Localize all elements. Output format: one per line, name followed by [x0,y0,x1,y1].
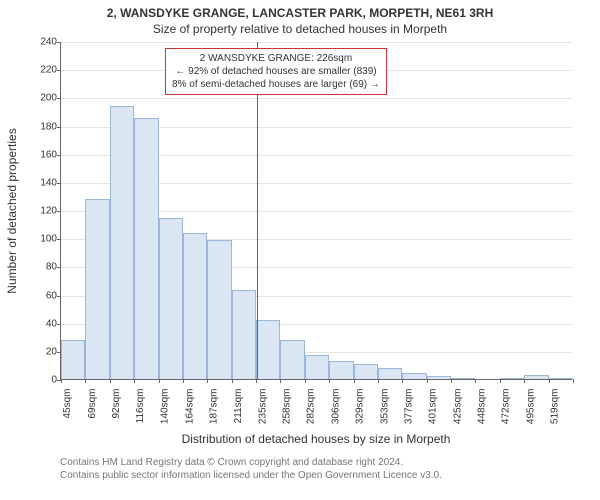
annotation-line: ← 92% of detached houses are smaller (83… [172,65,380,78]
x-tick-label: 282sqm [306,389,317,425]
x-tick-label: 258sqm [282,389,293,425]
y-tick-label: 200 [40,93,61,104]
histogram-bar [61,340,85,379]
x-tick-mark [305,379,306,383]
y-tick-label: 0 [51,375,61,386]
histogram-bar [354,364,378,379]
y-tick-label: 40 [46,318,61,329]
x-tick-label: 116sqm [135,389,146,424]
x-tick-mark [256,379,257,383]
chart-container: 2, WANSDYKE GRANGE, LANCASTER PARK, MORP… [0,0,600,500]
y-tick-label: 20 [46,346,61,357]
histogram-bar [402,373,426,379]
histogram-bar [85,199,109,379]
y-tick-label: 220 [40,65,61,76]
x-tick-mark [159,379,160,383]
histogram-bar [280,340,304,379]
x-tick-mark [134,379,135,383]
footer-line-2: Contains public sector information licen… [60,469,442,482]
x-tick-mark [61,379,62,383]
x-tick-label: 306sqm [330,389,341,425]
x-tick-label: 377sqm [404,389,415,425]
annotation-line: 2 WANSDYKE GRANGE: 226sqm [172,52,380,65]
x-tick-mark [500,379,501,383]
x-tick-mark [475,379,476,383]
histogram-bar [500,378,524,379]
x-tick-label: 45sqm [62,389,73,419]
x-tick-mark [207,379,208,383]
histogram-bar [305,355,329,379]
x-tick-mark [402,379,403,383]
chart-title-sub: Size of property relative to detached ho… [0,22,600,36]
y-tick-label: 100 [40,234,61,245]
x-tick-mark [524,379,525,383]
x-tick-label: 235sqm [257,389,268,425]
x-axis-label: Distribution of detached houses by size … [60,432,572,446]
x-tick-mark [280,379,281,383]
x-tick-label: 140sqm [160,389,171,425]
x-tick-label: 92sqm [111,389,122,419]
histogram-bar [159,218,183,379]
annotation-line: 8% of semi-detached houses are larger (6… [172,78,380,91]
histogram-bar [256,320,280,379]
y-tick-label: 60 [46,290,61,301]
x-tick-label: 164sqm [184,389,195,425]
x-tick-label: 448sqm [477,389,488,425]
x-tick-mark [378,379,379,383]
x-tick-mark [85,379,86,383]
gridline-h [61,98,572,99]
y-tick-label: 240 [40,37,61,48]
y-tick-label: 80 [46,262,61,273]
histogram-bar [183,233,207,379]
histogram-bar [427,376,451,379]
footer-line-1: Contains HM Land Registry data © Crown c… [60,456,442,469]
y-axis-label: Number of detached properties [5,128,19,293]
histogram-bar [378,368,402,379]
x-tick-label: 353sqm [379,389,390,425]
x-tick-label: 425sqm [452,389,463,425]
histogram-bar [329,361,353,379]
x-tick-mark [110,379,111,383]
x-tick-mark [329,379,330,383]
histogram-bar [451,378,475,379]
gridline-h [61,42,572,43]
annotation-box: 2 WANSDYKE GRANGE: 226sqm← 92% of detach… [165,48,387,95]
x-tick-label: 401sqm [428,389,439,425]
x-tick-label: 69sqm [87,389,98,419]
x-tick-mark [451,379,452,383]
x-tick-mark [549,379,550,383]
x-tick-label: 329sqm [355,389,366,425]
y-tick-label: 160 [40,149,61,160]
x-tick-mark [232,379,233,383]
histogram-bar [524,375,548,379]
histogram-bar [207,240,231,379]
plot-area: 02040608010012014016018020022024045sqm69… [60,42,572,380]
y-tick-label: 120 [40,206,61,217]
histogram-bar [549,378,573,379]
x-tick-label: 495sqm [525,389,536,425]
x-tick-label: 472sqm [501,389,512,425]
x-tick-label: 187sqm [208,389,219,425]
y-tick-label: 140 [40,177,61,188]
histogram-bar [232,290,256,379]
x-tick-label: 519sqm [550,389,561,425]
y-tick-label: 180 [40,121,61,132]
histogram-bar [134,118,158,379]
chart-title-main: 2, WANSDYKE GRANGE, LANCASTER PARK, MORP… [0,6,600,20]
x-tick-mark [573,379,574,383]
histogram-bar [110,106,134,379]
footer-attribution: Contains HM Land Registry data © Crown c… [60,456,442,482]
x-tick-mark [354,379,355,383]
x-tick-label: 211sqm [233,389,244,424]
x-tick-mark [427,379,428,383]
x-tick-mark [183,379,184,383]
